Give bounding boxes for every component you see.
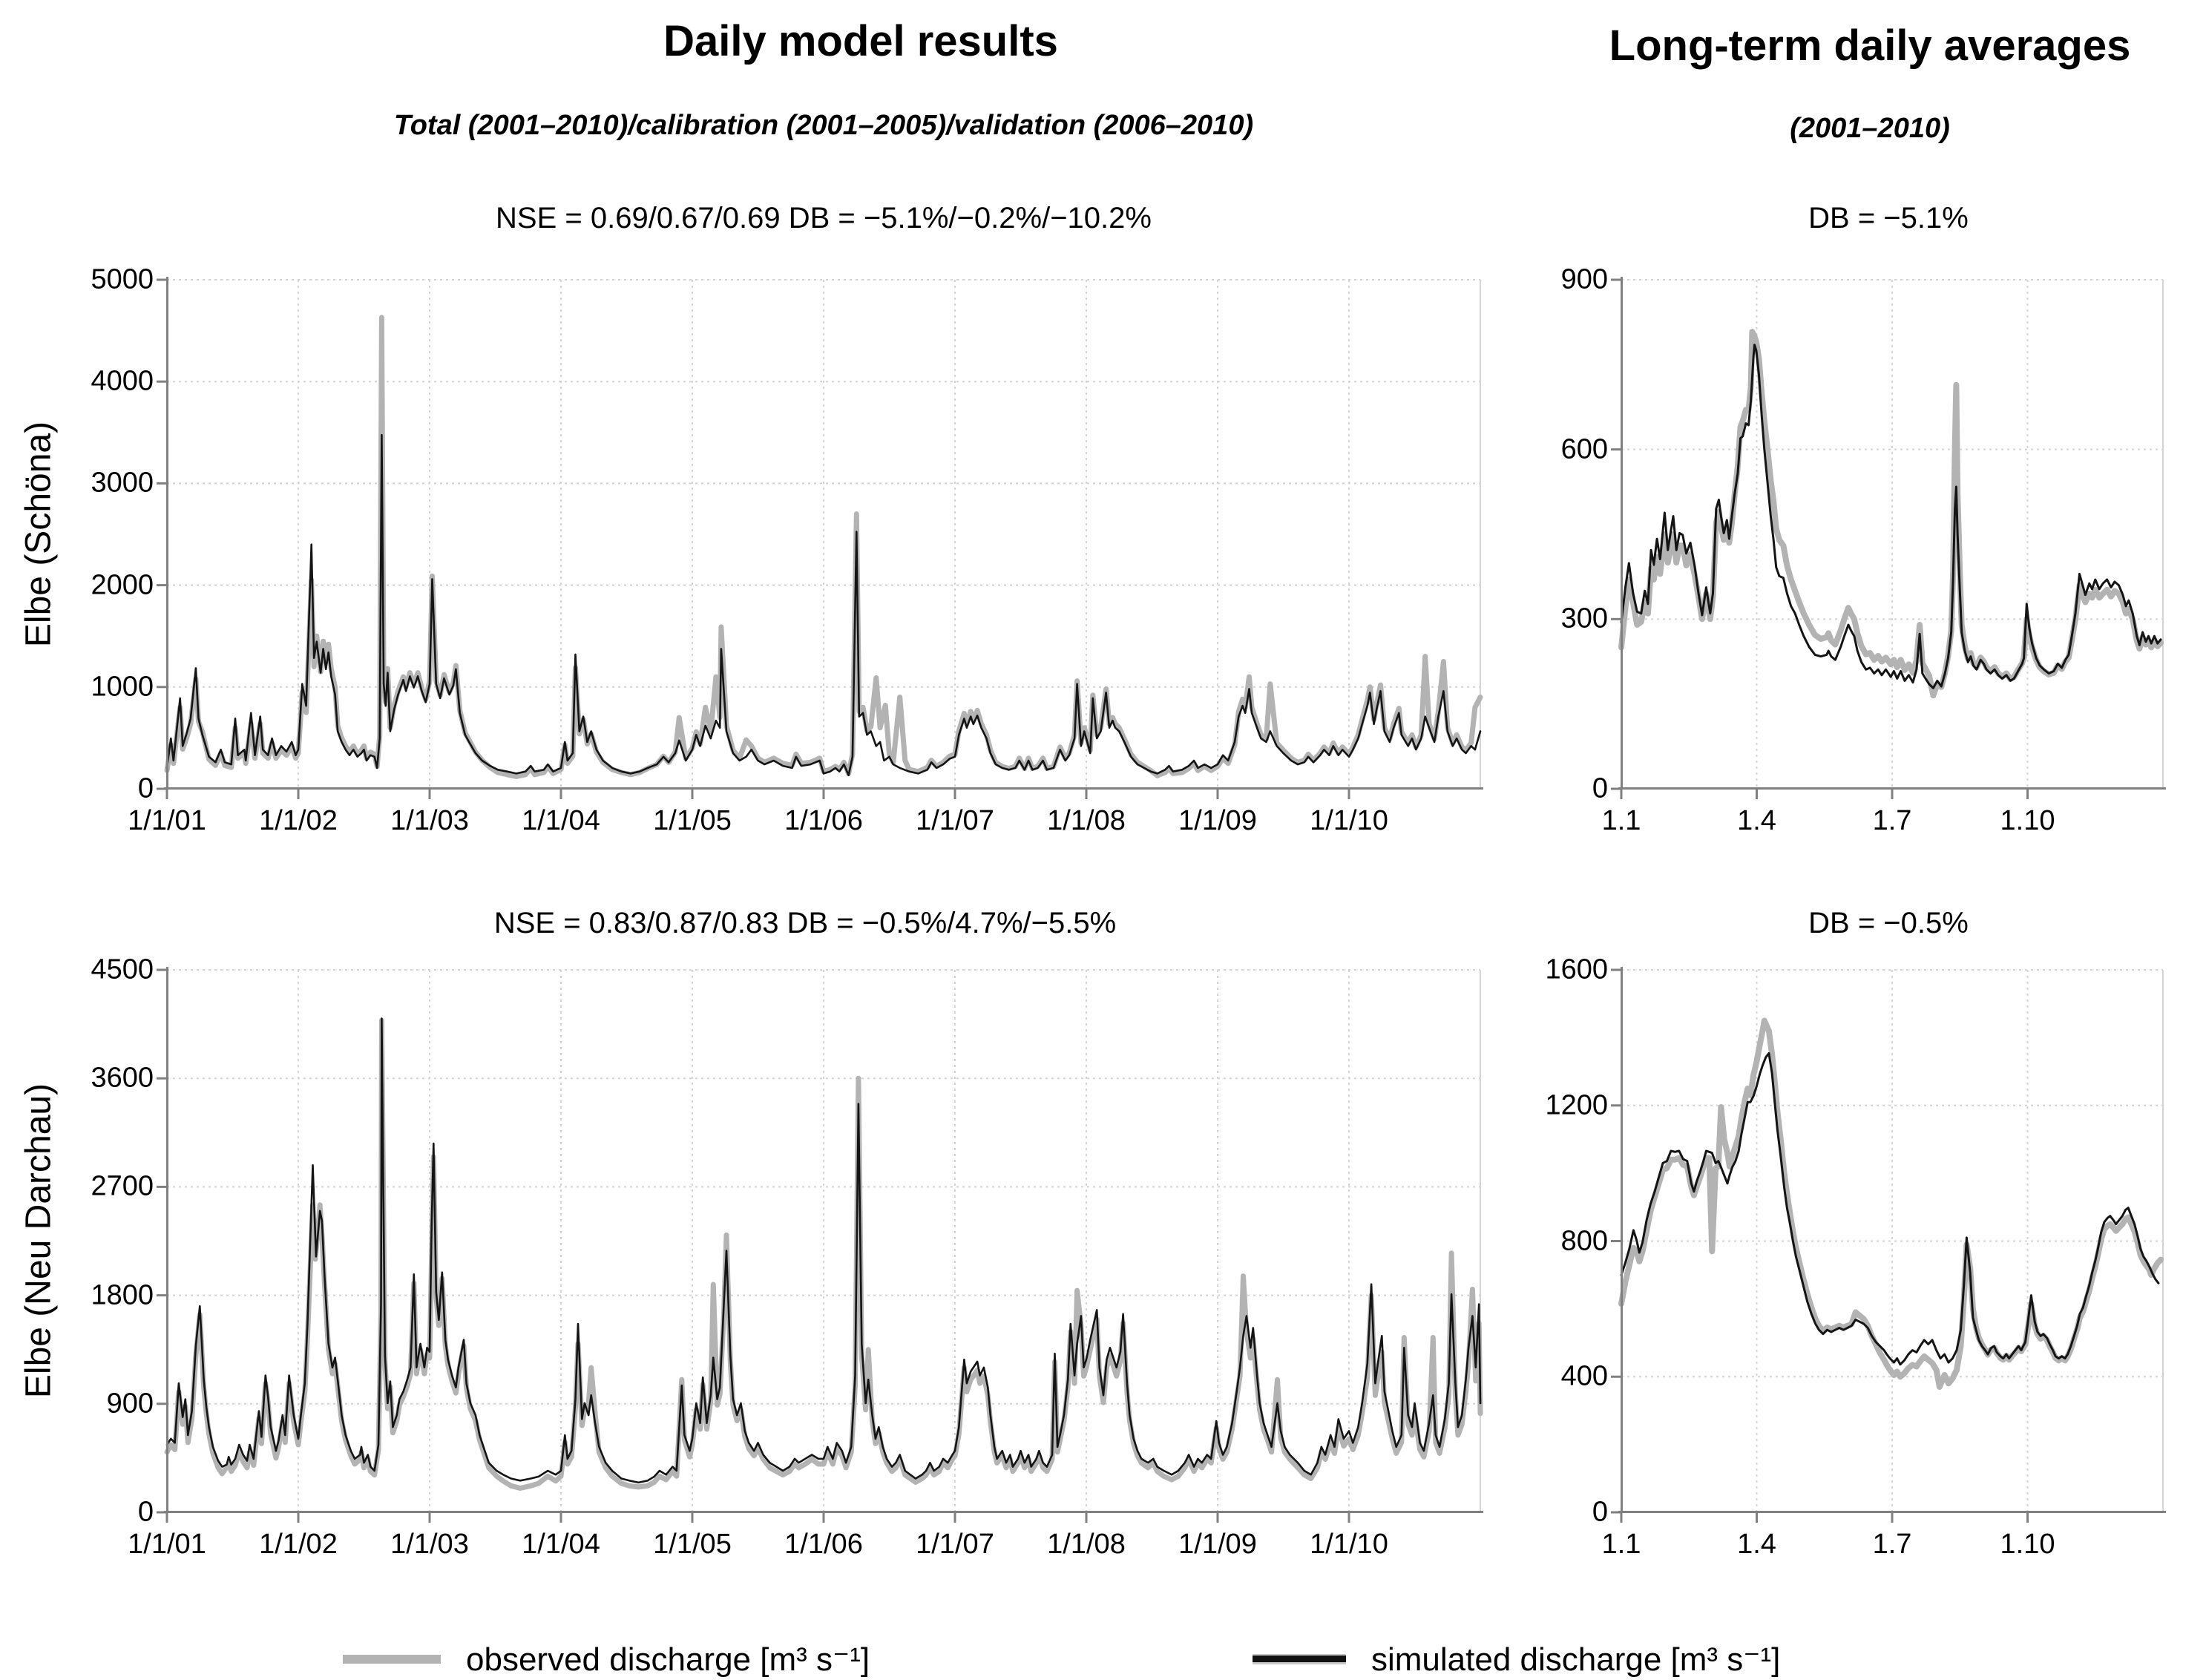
y-tick-label: 0 — [137, 772, 154, 804]
right-column-title: Long-term daily averages — [1609, 22, 2131, 70]
y-tick-label: 0 — [137, 1496, 154, 1528]
x-tick-label: 1/1/05 — [653, 805, 732, 836]
y-tick-label: 900 — [1560, 263, 1608, 295]
x-tick-label: 1/1/02 — [259, 805, 338, 836]
x-tick-label: 1/1/06 — [784, 1529, 863, 1560]
y-tick-label: 900 — [106, 1388, 154, 1420]
schoena-average-plot: 0 300 600 900 1.1 1.4 1.7 1.10 — [1561, 264, 2166, 836]
x-tick-label: 1/1/09 — [1178, 1529, 1257, 1560]
observed-series-line — [1618, 1017, 2164, 1390]
x-tick-label: 1/1/04 — [522, 1529, 600, 1560]
neudarchau-daily-plot: 0 900 1800 2700 3600 4500 1/1/01 1/1/02 1/1/03 1/… — [91, 954, 1483, 1560]
x-tick-label: 1/1/07 — [916, 805, 994, 836]
y-tick-label: 1800 — [91, 1279, 154, 1311]
legend-label-observed: observed discharge [m³ s⁻¹] — [466, 1641, 870, 1678]
y-tick-label: 2000 — [91, 569, 154, 601]
schoena-average-chart — [1611, 277, 2166, 799]
y-tick-label: 400 — [1560, 1360, 1608, 1392]
y-tick-label: 1000 — [91, 671, 154, 703]
db-annotation-neudarchau-avg: DB = −0.5% — [1808, 907, 1969, 939]
y-tick-label: 600 — [1560, 433, 1608, 465]
y-tick-label: 5000 — [91, 263, 154, 295]
x-tick-label: 1.7 — [1872, 1529, 1912, 1560]
x-tick-label: 1.10 — [2000, 1529, 2055, 1560]
simulated-series-line — [1620, 1051, 2160, 1366]
x-tick-label: 1.4 — [1737, 1529, 1776, 1560]
legend: observed discharge [m³ s⁻¹] simulated di… — [0, 1638, 2206, 1680]
y-tick-label: 1200 — [1545, 1089, 1608, 1121]
y-tick-label: 0 — [1592, 772, 1608, 804]
right-column-subtitle: (2001–2010) — [1790, 113, 1950, 144]
y-tick-label: 2700 — [91, 1170, 154, 1202]
schoena-daily-chart — [157, 277, 1483, 799]
y-tick-label: 1600 — [1545, 954, 1608, 985]
y-axis-title-neudarchau: Elbe (Neu Darchau) — [19, 1083, 59, 1399]
legend-item-observed: observed discharge [m³ s⁻¹] — [343, 1638, 870, 1680]
y-tick-label: 3000 — [91, 467, 154, 499]
simulated-line-swatch — [1253, 1654, 1346, 1664]
legend-item-simulated: simulated discharge [m³ s⁻¹] — [1253, 1638, 1780, 1680]
legend-label-simulated: simulated discharge [m³ s⁻¹] — [1371, 1641, 1781, 1678]
observed-line-swatch — [343, 1655, 441, 1664]
x-tick-label: 1/1/05 — [653, 1529, 732, 1560]
x-tick-label: 1.1 — [1601, 1529, 1641, 1560]
x-tick-label: 1/1/10 — [1310, 805, 1388, 836]
x-tick-label: 1.7 — [1872, 805, 1912, 836]
schoena-daily-plot: 0 1000 2000 3000 4000 5000 1/1/01 1/1/02 1/1/03 1… — [91, 264, 1483, 836]
simulated-series-line — [165, 1017, 1482, 1484]
observed-series-line — [1618, 329, 2164, 699]
x-tick-label: 1/1/10 — [1310, 1529, 1388, 1560]
x-tick-label: 1/1/06 — [784, 805, 863, 836]
y-tick-label: 4000 — [91, 365, 154, 397]
simulated-series-line — [1620, 344, 2162, 689]
x-tick-label: 1/1/01 — [128, 805, 206, 836]
left-column-subtitle: Total (2001–2010)/calibration (2001–2005… — [393, 110, 1254, 141]
x-tick-label: 1/1/09 — [1178, 805, 1257, 836]
simulated-series-line — [165, 433, 1482, 777]
x-tick-label: 1.10 — [2000, 805, 2055, 836]
neudarchau-average-chart — [1611, 967, 2166, 1523]
db-annotation-schoena-avg: DB = −5.1% — [1808, 202, 1969, 234]
nse-db-annotation-schoena: NSE = 0.69/0.67/0.69 DB = −5.1%/−0.2%/−1… — [496, 202, 1152, 234]
y-axis-title-schoena: Elbe (Schöna) — [19, 421, 59, 648]
x-tick-label: 1/1/08 — [1047, 805, 1126, 836]
x-tick-label: 1/1/03 — [390, 805, 469, 836]
neudarchau-average-plot: 0 400 800 1200 1600 1.1 1.4 1.7 1.10 — [1545, 954, 2166, 1560]
left-column-title: Daily model results — [663, 17, 1058, 65]
y-tick-label: 3600 — [91, 1062, 154, 1094]
x-tick-label: 1/1/02 — [259, 1529, 338, 1560]
y-tick-label: 0 — [1592, 1496, 1608, 1528]
x-tick-label: 1/1/04 — [522, 805, 600, 836]
y-tick-label: 300 — [1560, 603, 1608, 634]
x-tick-label: 1/1/07 — [916, 1529, 994, 1560]
neudarchau-daily-chart — [157, 967, 1483, 1523]
y-tick-label: 800 — [1560, 1225, 1608, 1256]
x-tick-label: 1/1/08 — [1047, 1529, 1126, 1560]
x-tick-label: 1.4 — [1737, 805, 1776, 836]
x-tick-label: 1.1 — [1601, 805, 1641, 836]
y-tick-label: 4500 — [91, 954, 154, 985]
x-tick-label: 1/1/03 — [390, 1529, 469, 1560]
nse-db-annotation-neudarchau: NSE = 0.83/0.87/0.83 DB = −0.5%/4.7%/−5.… — [493, 907, 1117, 939]
x-tick-label: 1/1/01 — [128, 1529, 206, 1560]
